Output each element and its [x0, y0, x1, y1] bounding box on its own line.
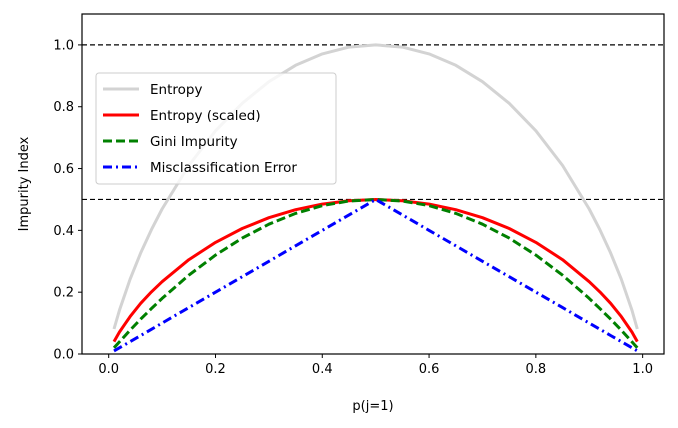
y-axis: 0.0 0.2 0.4 0.6 0.8 1.0	[53, 38, 82, 363]
series-layer	[112, 43, 639, 353]
x-tick-label: 0.8	[526, 362, 547, 377]
x-tick-label: 0.2	[205, 362, 226, 377]
y-tick-label: 0.8	[53, 100, 74, 115]
y-tick-label: 0.2	[53, 286, 74, 301]
x-tick-label: 0.4	[312, 362, 333, 377]
series-line-2	[112, 198, 639, 343]
y-axis-label: Impurity Index	[17, 136, 32, 231]
legend-label-2: Entropy (scaled)	[150, 108, 261, 124]
series-line-4	[113, 198, 639, 353]
x-tick-label: 0.6	[419, 362, 440, 377]
x-axis: 0.0 0.2 0.4 0.6 0.8 1.0	[98, 354, 653, 377]
y-tick-label: 0.4	[53, 224, 74, 239]
y-tick-label: 1.0	[53, 38, 74, 53]
x-tick-label: 1.0	[632, 362, 653, 377]
plot-frame	[81, 13, 665, 355]
series-line-3	[112, 198, 639, 349]
x-tick-label: 0.0	[98, 362, 119, 377]
legend-label-3: Gini Impurity	[150, 134, 238, 150]
legend-box	[95, 72, 337, 185]
y-tick-label: 0.6	[53, 162, 74, 177]
legend-label-4: Misclassification Error	[150, 160, 297, 176]
legend-label-1: Entropy	[150, 82, 202, 98]
series-line-1	[112, 43, 639, 330]
legend: Entropy Entropy (scaled) Gini Impurity Misc…	[95, 72, 337, 185]
x-axis-label: p(j=1)	[352, 399, 393, 414]
y-tick-label: 0.0	[53, 348, 74, 363]
